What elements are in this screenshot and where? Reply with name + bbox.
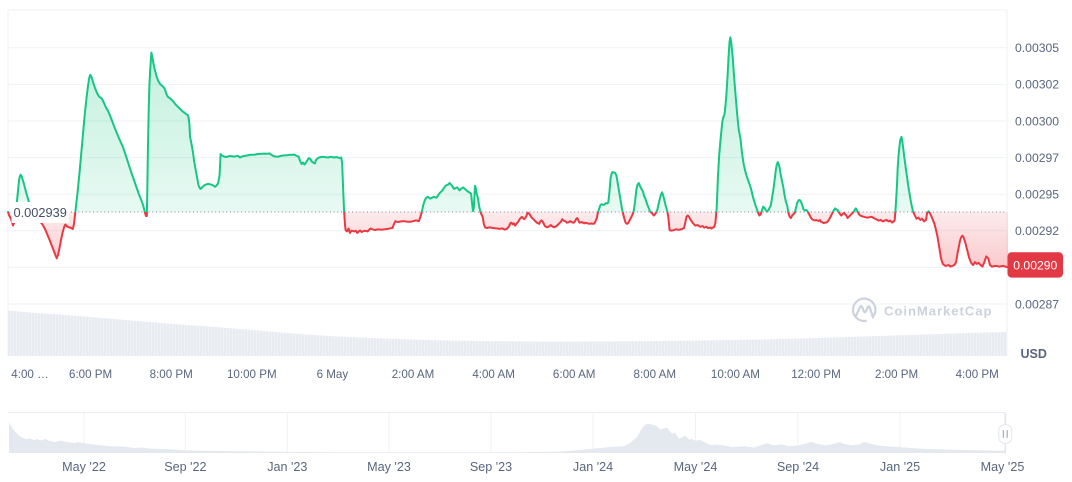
svg-text:May '23: May '23 (367, 460, 411, 474)
svg-text:0.00290: 0.00290 (1013, 258, 1057, 272)
svg-text:May '22: May '22 (62, 460, 106, 474)
svg-text:Sep '24: Sep '24 (777, 460, 819, 474)
svg-text:Jan '25: Jan '25 (880, 460, 920, 474)
svg-text:0.00295: 0.00295 (1015, 188, 1059, 202)
svg-text:6:00 PM: 6:00 PM (69, 368, 112, 381)
svg-text:Jan '24: Jan '24 (573, 460, 613, 474)
svg-text:4:00 PM: 4:00 PM (956, 368, 999, 381)
svg-text:May '25: May '25 (981, 460, 1025, 474)
svg-text:CoinMarketCap: CoinMarketCap (884, 304, 992, 319)
svg-text:0.00305: 0.00305 (1015, 41, 1059, 55)
svg-text:USD: USD (1021, 347, 1047, 361)
svg-text:4:00 AM: 4:00 AM (472, 368, 515, 381)
svg-text:0.00292: 0.00292 (1015, 224, 1059, 238)
svg-text:8:00 AM: 8:00 AM (634, 368, 677, 381)
svg-text:4:00 …: 4:00 … (11, 368, 48, 381)
svg-text:8:00 PM: 8:00 PM (150, 368, 193, 381)
svg-text:10:00 AM: 10:00 AM (711, 368, 760, 381)
svg-text:6 May: 6 May (317, 368, 349, 381)
svg-text:2:00 PM: 2:00 PM (875, 368, 918, 381)
svg-text:May '24: May '24 (674, 460, 718, 474)
svg-text:10:00 PM: 10:00 PM (227, 368, 277, 381)
svg-text:0.00287: 0.00287 (1015, 297, 1059, 311)
svg-text:0.00297: 0.00297 (1015, 151, 1059, 165)
svg-text:12:00 PM: 12:00 PM (791, 368, 841, 381)
svg-text:0.00300: 0.00300 (1015, 114, 1059, 128)
svg-text:0.002939: 0.002939 (14, 205, 67, 220)
svg-text:0.00302: 0.00302 (1015, 78, 1059, 92)
svg-text:Jan '23: Jan '23 (267, 460, 307, 474)
svg-text:2:00 AM: 2:00 AM (392, 368, 435, 381)
svg-text:6:00 AM: 6:00 AM (553, 368, 596, 381)
svg-text:Sep '22: Sep '22 (164, 460, 206, 474)
svg-text:Sep '23: Sep '23 (470, 460, 512, 474)
